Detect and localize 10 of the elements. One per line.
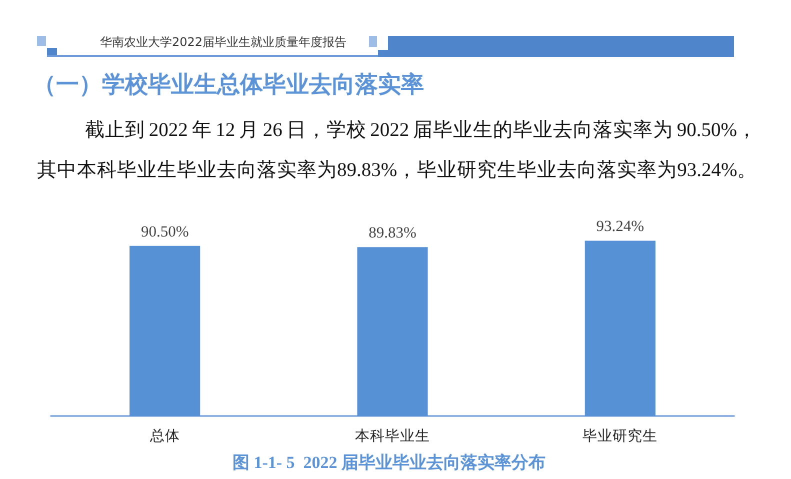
text: 华南农业大学2022届毕业生就业质量年度报告 (100, 34, 347, 51)
x-tick-label: 本科毕业生 (355, 428, 430, 444)
caption: 图 1-1- 5 2022 届毕业毕业去向落实率分布 (232, 452, 546, 474)
x-tick-label: 毕业研究生 (582, 428, 658, 444)
chart-subtitle: 截止到 2022 年 12 月 26 日，学校 2022 届毕业生的毕业去向落实率为 90.50%，其中本科毕业生毕业去向落实率为89.83%，毕业研究生毕业去向落实率为93.24%。 (37, 118, 758, 183)
data-label: 89.83% (368, 224, 416, 242)
x-tick-label: 总体 (148, 428, 180, 444)
data-label: 90.50% (140, 223, 189, 240)
data-label: 93.24% (596, 218, 644, 236)
chart-title: （一）学校毕业生总体毕业去向落实率 (33, 71, 424, 100)
